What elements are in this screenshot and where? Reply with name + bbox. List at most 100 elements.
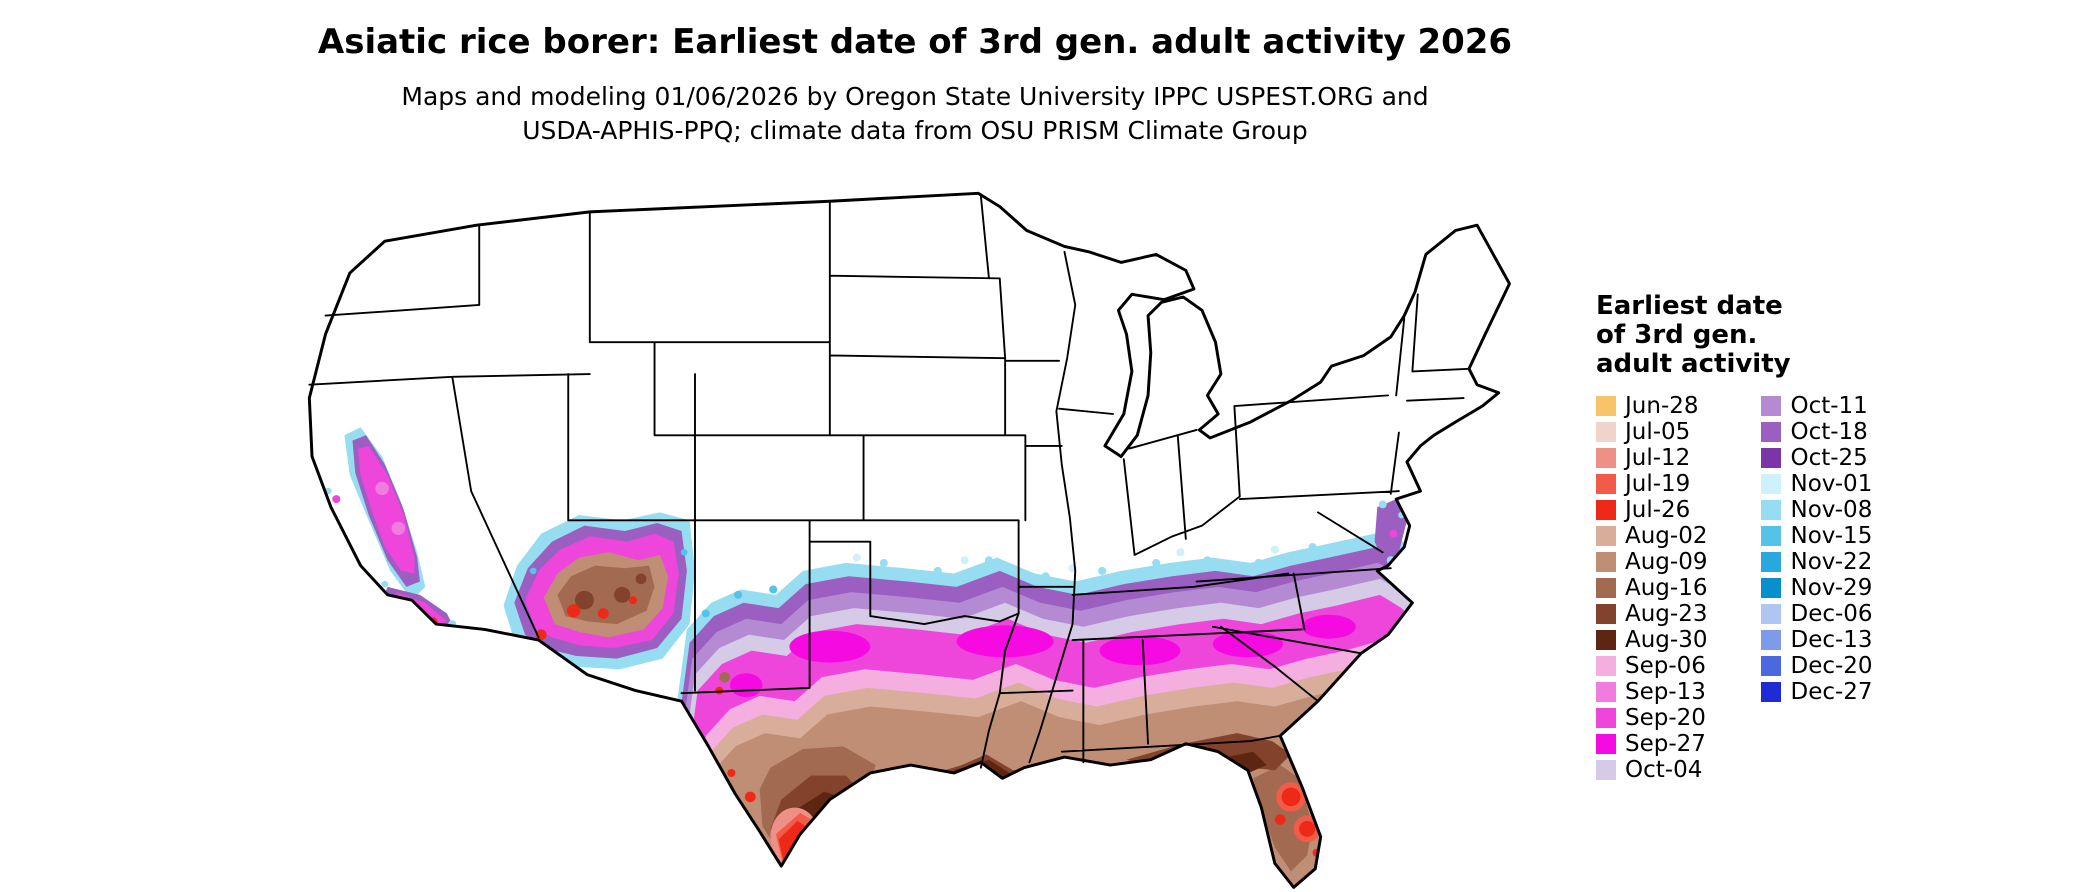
legend-entry: Sep-13 xyxy=(1596,679,1707,705)
legend-label: Jul-12 xyxy=(1625,445,1691,471)
legend-swatch xyxy=(1596,578,1616,598)
legend-entry: Jul-05 xyxy=(1596,419,1707,445)
legend-entry: Oct-04 xyxy=(1596,757,1707,783)
subtitle-line-1: Maps and modeling 01/06/2026 by Oregon S… xyxy=(401,82,1429,111)
legend-label: Aug-09 xyxy=(1625,549,1708,575)
legend-title-line-2: of 3rd gen. xyxy=(1596,320,1758,350)
legend-swatch xyxy=(1761,578,1782,598)
legend-label: Dec-06 xyxy=(1790,601,1873,627)
legend-swatch xyxy=(1761,682,1782,702)
legend-entry: Jul-12 xyxy=(1596,445,1707,471)
legend-label: Oct-25 xyxy=(1790,445,1868,471)
legend-entry: Aug-23 xyxy=(1596,601,1707,627)
page-title: Asiatic rice borer: Earliest date of 3rd… xyxy=(317,22,1513,62)
legend-label: Nov-08 xyxy=(1790,497,1873,523)
legend-entry: Jul-26 xyxy=(1596,497,1707,523)
legend-entry: Nov-15 xyxy=(1761,523,1872,549)
legend-title: Earliest date of 3rd gen. adult activity xyxy=(1596,292,2066,379)
state-borders xyxy=(308,195,1470,769)
legend-entry: Jun-28 xyxy=(1596,393,1707,419)
legend-swatch xyxy=(1596,656,1616,676)
legend-swatch xyxy=(1761,604,1782,624)
legend-entry: Nov-08 xyxy=(1761,497,1872,523)
legend-swatch xyxy=(1596,396,1616,416)
legend-swatch xyxy=(1761,396,1782,416)
legend-entry: Oct-11 xyxy=(1761,393,1872,419)
legend-label: Jul-19 xyxy=(1625,471,1691,497)
legend-label: Jun-28 xyxy=(1625,393,1699,419)
legend-entry: Dec-20 xyxy=(1761,653,1873,679)
legend-label: Sep-27 xyxy=(1625,731,1706,757)
legend-entry: Dec-27 xyxy=(1761,679,1873,705)
legend-swatch xyxy=(1761,474,1782,494)
map-region-sep13 xyxy=(375,481,406,535)
legend-label: Dec-20 xyxy=(1790,653,1873,679)
legend-swatch xyxy=(1596,448,1616,468)
legend-entry: Aug-02 xyxy=(1596,523,1707,549)
legend-label: Aug-16 xyxy=(1625,575,1708,601)
legend-label: Nov-15 xyxy=(1790,523,1873,549)
legend-entry: Dec-13 xyxy=(1761,627,1873,653)
legend-label: Sep-06 xyxy=(1625,653,1706,679)
legend-label: Nov-22 xyxy=(1790,549,1873,575)
map-region-nov08-specks xyxy=(324,487,1405,629)
legend-label: Aug-23 xyxy=(1625,601,1708,627)
legend-swatch xyxy=(1761,656,1782,676)
us-landmass xyxy=(309,193,1510,888)
legend-swatch xyxy=(1596,604,1616,624)
legend-label: Dec-13 xyxy=(1790,627,1873,653)
legend-entry: Aug-09 xyxy=(1596,549,1707,575)
legend-entry: Oct-25 xyxy=(1761,445,1872,471)
legend-label: Aug-02 xyxy=(1625,523,1708,549)
legend-swatch xyxy=(1596,760,1616,780)
legend-entry: Nov-22 xyxy=(1761,549,1872,575)
legend-swatch xyxy=(1596,682,1616,702)
legend-swatch xyxy=(1596,734,1616,754)
legend-entry: Oct-18 xyxy=(1761,419,1872,445)
legend-label: Sep-20 xyxy=(1625,705,1706,731)
legend-swatch xyxy=(1761,630,1782,650)
map-region-nov15 xyxy=(529,548,778,618)
map-region-sep27 xyxy=(730,614,1356,698)
legend-label: Jul-05 xyxy=(1625,419,1691,445)
legend-entry: Dec-06 xyxy=(1761,601,1873,627)
legend-column-2: Oct-11 Oct-18 Oct-25 Nov-01 Nov-08 Nov-1… xyxy=(1761,393,1873,783)
legend-label: Nov-29 xyxy=(1790,575,1873,601)
legend-swatch xyxy=(1761,500,1782,520)
subtitle-line-2: USDA-APHIS-PPQ; climate data from OSU PR… xyxy=(522,116,1308,145)
legend: Earliest date of 3rd gen. adult activity… xyxy=(1596,292,2066,783)
legend-label: Oct-11 xyxy=(1790,393,1868,419)
legend-swatch xyxy=(1596,526,1616,546)
legend-entry: Sep-20 xyxy=(1596,705,1707,731)
map-region-jul19 xyxy=(775,782,1321,869)
legend-entry: Sep-06 xyxy=(1596,653,1707,679)
legend-swatch xyxy=(1596,474,1616,494)
legend-swatch xyxy=(1761,448,1782,468)
legend-title-line-1: Earliest date xyxy=(1596,291,1783,321)
us-outline xyxy=(307,191,1511,889)
legend-entry: Aug-30 xyxy=(1596,627,1707,653)
legend-swatch xyxy=(1596,630,1616,650)
legend-label: Oct-04 xyxy=(1625,757,1703,783)
legend-entry: Nov-29 xyxy=(1761,575,1872,601)
map-subtitle: Maps and modeling 01/06/2026 by Oregon S… xyxy=(0,80,1830,148)
legend-columns: Jun-28 Jul-05 Jul-12 Jul-19 Jul-26 Aug-0… xyxy=(1596,393,2066,783)
us-map xyxy=(307,191,1511,889)
legend-entry: Sep-27 xyxy=(1596,731,1707,757)
legend-title-line-3: adult activity xyxy=(1596,349,1791,379)
legend-swatch xyxy=(1596,552,1616,572)
legend-swatch xyxy=(1761,526,1782,546)
legend-label: Oct-18 xyxy=(1790,419,1868,445)
legend-entry: Nov-01 xyxy=(1761,471,1872,497)
legend-label: Sep-13 xyxy=(1625,679,1706,705)
legend-swatch xyxy=(1596,500,1616,520)
legend-label: Jul-26 xyxy=(1625,497,1691,523)
legend-entry: Aug-16 xyxy=(1596,575,1707,601)
legend-swatch xyxy=(1596,422,1616,442)
legend-swatch xyxy=(1761,552,1782,572)
legend-label: Aug-30 xyxy=(1625,627,1708,653)
legend-entry: Jul-19 xyxy=(1596,471,1707,497)
legend-swatch xyxy=(1596,708,1616,728)
legend-label: Dec-27 xyxy=(1790,679,1873,705)
